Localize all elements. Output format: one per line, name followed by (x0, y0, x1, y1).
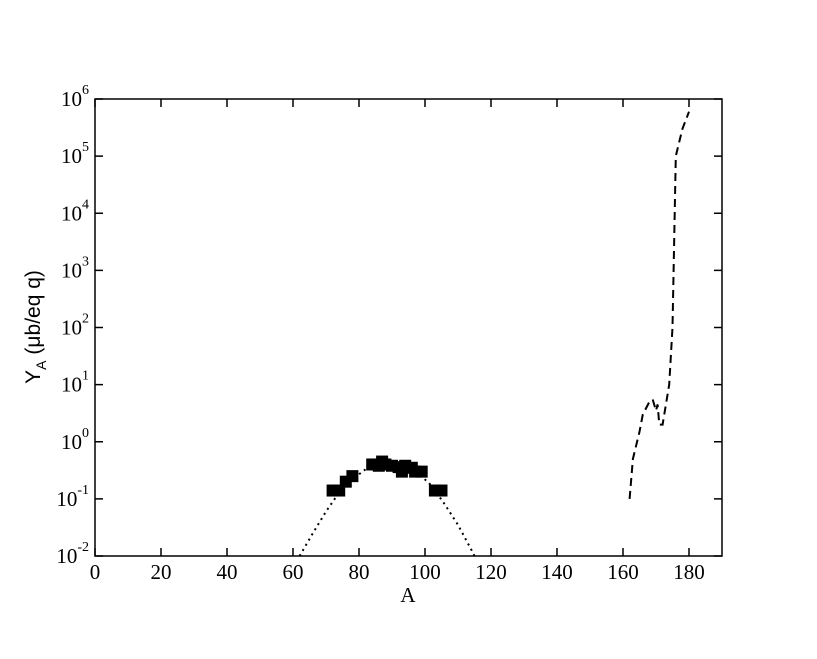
y-tick-power: 4 (82, 197, 89, 212)
data-point (415, 465, 428, 478)
x-axis-label: A (400, 583, 416, 607)
plot-frame (94, 98, 723, 557)
y-label-main: Y (22, 370, 45, 384)
y-tick-base: 10 (61, 87, 82, 111)
y-tick-power: 1 (82, 369, 89, 384)
y-tick-base: 10 (61, 201, 82, 225)
x-tick-label: 160 (607, 560, 639, 584)
y-tick-base: 10 (61, 430, 82, 454)
x-tick-label: 0 (90, 560, 101, 584)
x-tick-label: 80 (349, 560, 370, 584)
y-axis-label: YA (μb/eq q) (22, 270, 49, 384)
series-line (298, 463, 476, 557)
y-tick-label: 104 (61, 197, 89, 225)
y-tick-label: 100 (61, 426, 89, 454)
y-tick-base: 10 (61, 144, 82, 168)
y-tick-base: 10 (56, 487, 77, 511)
y-tick-power: 5 (82, 140, 89, 155)
y-tick-label: 102 (61, 312, 89, 340)
y-tick-power: -2 (77, 540, 89, 555)
y-tick-label: 103 (61, 254, 89, 282)
data-point (346, 470, 359, 483)
y-tick-label: 10-2 (56, 540, 89, 568)
y-tick-label: 106 (61, 83, 89, 111)
y-tick-base: 10 (56, 544, 77, 568)
y-tick-label: 101 (61, 369, 89, 397)
y-label-sub: A (33, 360, 49, 370)
x-tick-label: 40 (217, 560, 238, 584)
data-point (435, 484, 448, 497)
y-tick-power: 2 (82, 312, 89, 327)
x-tick-label: 20 (151, 560, 172, 584)
x-tick-label: 60 (283, 560, 304, 584)
x-tick-label: 180 (673, 560, 705, 584)
y-label-rest: (μb/eq q) (22, 270, 45, 354)
x-tick-label: 140 (541, 560, 573, 584)
y-tick-power: 0 (82, 426, 89, 441)
y-tick-base: 10 (61, 258, 82, 282)
x-tick-label: 100 (409, 560, 441, 584)
y-tick-label: 10-1 (56, 483, 89, 511)
series-line (628, 111, 690, 499)
y-tick-power: -1 (77, 483, 89, 498)
y-tick-power: 3 (82, 254, 89, 269)
y-tick-base: 10 (61, 373, 82, 397)
x-tick-label: 120 (475, 560, 507, 584)
y-tick-label: 105 (61, 140, 89, 168)
y-tick-power: 6 (82, 83, 89, 98)
y-tick-base: 10 (61, 316, 82, 340)
